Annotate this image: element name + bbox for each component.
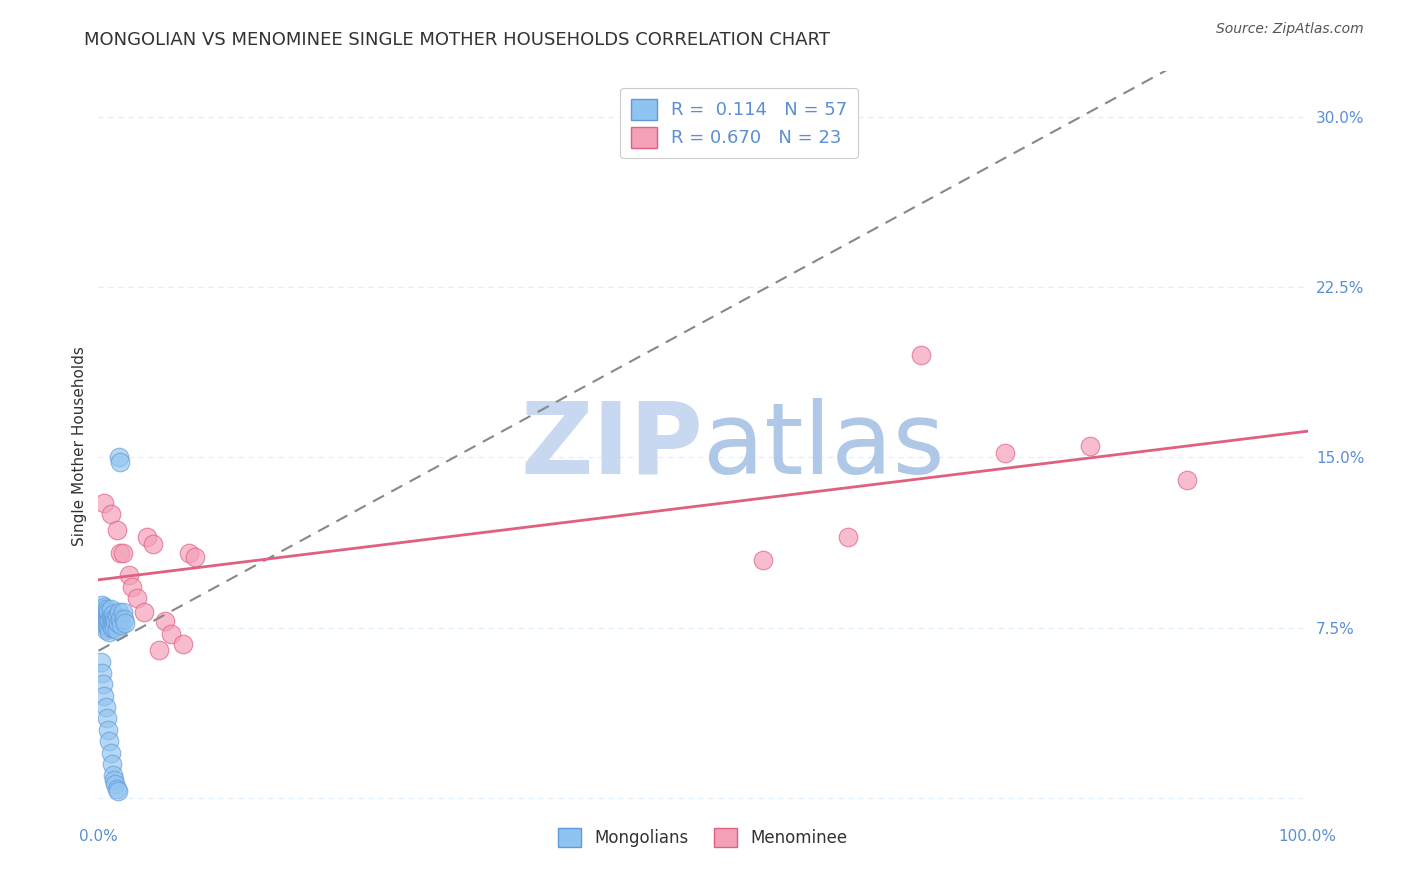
Point: [107, 784, 129, 798]
Point: [105, 609, 128, 624]
Point: [153, 614, 176, 628]
Point: [110, 618, 132, 632]
Point: [142, 536, 165, 550]
Point: [910, 348, 932, 362]
Point: [98, 734, 121, 748]
Point: [1078, 439, 1101, 453]
Legend: Mongolians, Menominee: Mongolians, Menominee: [551, 821, 855, 854]
Point: [100, 507, 122, 521]
Point: [91, 614, 114, 628]
Point: [108, 546, 131, 560]
Point: [93, 607, 115, 621]
Point: [97, 723, 120, 737]
Point: [121, 580, 143, 594]
Point: [105, 623, 128, 637]
Point: [96, 602, 118, 616]
Point: [100, 611, 122, 625]
Text: Source: ZipAtlas.com: Source: ZipAtlas.com: [1216, 22, 1364, 37]
Point: [101, 768, 124, 782]
Text: atlas: atlas: [703, 398, 945, 494]
Point: [134, 605, 156, 619]
Point: [91, 677, 114, 691]
Point: [91, 598, 114, 612]
Point: [94, 614, 117, 628]
Point: [103, 772, 125, 787]
Point: [97, 605, 120, 619]
Point: [90, 655, 112, 669]
Point: [100, 756, 122, 771]
Point: [111, 546, 134, 560]
Point: [105, 781, 128, 796]
Text: MONGOLIAN VS MENOMINEE SINGLE MOTHER HOUSEHOLDS CORRELATION CHART: MONGOLIAN VS MENOMINEE SINGLE MOTHER HOU…: [84, 31, 831, 49]
Point: [184, 550, 207, 565]
Point: [112, 611, 135, 625]
Point: [118, 568, 141, 582]
Point: [179, 546, 201, 560]
Point: [105, 523, 128, 537]
Point: [160, 627, 183, 641]
Y-axis label: Single Mother Households: Single Mother Households: [72, 346, 87, 546]
Point: [90, 605, 112, 619]
Point: [91, 616, 114, 631]
Point: [100, 618, 122, 632]
Point: [103, 621, 125, 635]
Point: [107, 616, 129, 631]
Point: [108, 605, 131, 619]
Point: [108, 455, 131, 469]
Point: [91, 611, 114, 625]
Point: [93, 600, 115, 615]
Point: [111, 605, 134, 619]
Point: [96, 711, 118, 725]
Point: [108, 611, 131, 625]
Point: [101, 607, 124, 621]
Point: [94, 605, 117, 619]
Point: [148, 643, 170, 657]
Point: [94, 700, 117, 714]
Point: [100, 609, 122, 624]
Point: [100, 621, 122, 635]
Point: [100, 746, 122, 760]
Point: [93, 496, 115, 510]
Point: [100, 602, 122, 616]
Text: ZIP: ZIP: [520, 398, 703, 494]
Point: [91, 602, 114, 616]
Point: [97, 621, 120, 635]
Point: [91, 609, 114, 624]
Point: [104, 777, 127, 791]
Point: [103, 611, 125, 625]
Point: [96, 609, 118, 624]
Point: [127, 591, 149, 606]
Point: [94, 623, 117, 637]
Point: [96, 618, 118, 632]
Point: [98, 614, 121, 628]
Point: [994, 446, 1017, 460]
Point: [135, 530, 157, 544]
Point: [837, 530, 859, 544]
Point: [108, 450, 131, 465]
Point: [91, 666, 114, 681]
Point: [98, 625, 121, 640]
Point: [93, 618, 115, 632]
Point: [114, 616, 136, 631]
Point: [752, 552, 775, 566]
Point: [101, 616, 124, 631]
Point: [97, 611, 120, 625]
Point: [172, 636, 194, 650]
Point: [104, 614, 127, 628]
Point: [93, 689, 115, 703]
Point: [1175, 473, 1198, 487]
